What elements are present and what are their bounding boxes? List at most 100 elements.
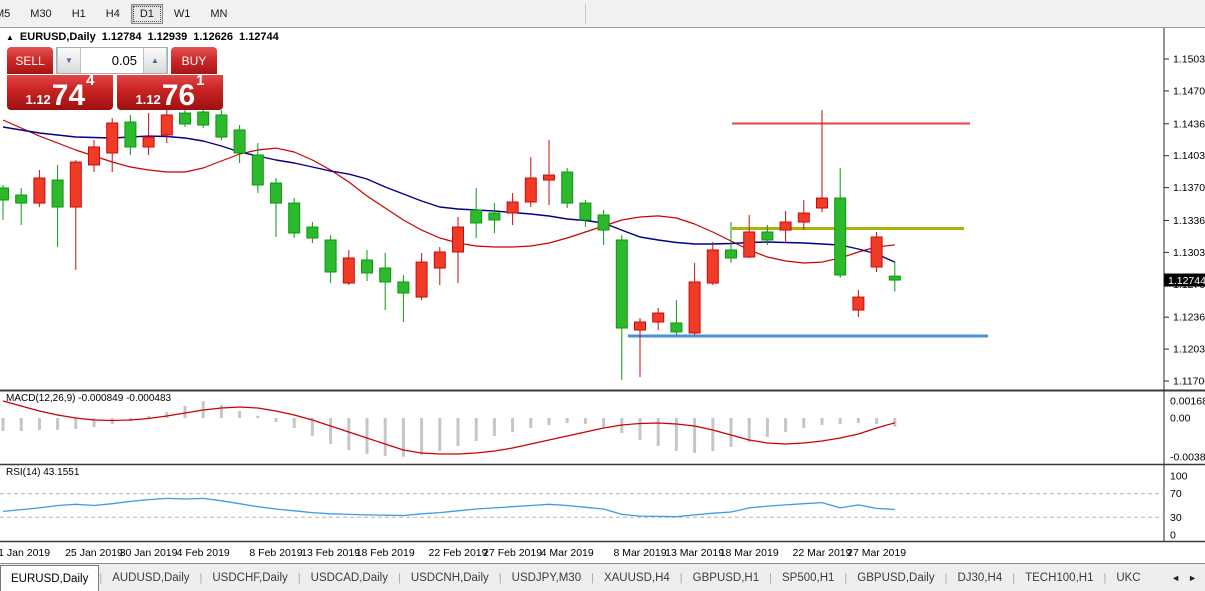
- candle-body: [597, 214, 610, 231]
- chart-tab-ukc[interactable]: UKC: [1116, 572, 1141, 584]
- candle-body: [470, 209, 483, 224]
- timeframe-button-h4[interactable]: H4: [105, 7, 120, 20]
- macd-signal-line: [2, 400, 895, 455]
- candle-body: [415, 261, 428, 298]
- macd-axis: 0.001686 0.00 -0.00388: [1170, 396, 1205, 464]
- chart-tab-gbpusd-h1[interactable]: GBPUSD,H1: [692, 572, 760, 584]
- candle-body: [634, 321, 646, 331]
- bid-pipette: 4: [86, 72, 95, 89]
- candle-body: [433, 251, 446, 269]
- price-chart-canvas[interactable]: 1.15030 1.14700 1.14360 1.14030 1.13700 1.133…: [0, 0, 1205, 563]
- macd-bar: [256, 416, 260, 418]
- macd-axis-label: 0.00: [1170, 413, 1191, 425]
- volume-decrease-button[interactable]: ▼: [57, 48, 81, 73]
- tab-separator: |: [769, 572, 772, 584]
- chart-tab-tech100-h1[interactable]: TECH100,H1: [1025, 572, 1094, 584]
- ask-big-digits: 76: [161, 78, 196, 112]
- macd-bar: [893, 418, 897, 427]
- chart-tab-usdchf-daily[interactable]: USDCHF,Daily: [212, 572, 288, 584]
- ask-price-panel[interactable]: 1.12 76 1: [117, 73, 223, 112]
- tab-separator: |: [1012, 572, 1016, 584]
- bid-prefix: 1.12: [25, 92, 51, 107]
- candle-body: [160, 114, 173, 136]
- timeframe-button-d1[interactable]: D1: [130, 3, 163, 24]
- chart-tab-audusd-daily[interactable]: AUDUSD,Daily: [112, 572, 190, 584]
- price-tick-label: 1.12030: [1173, 344, 1205, 356]
- current-price-badge: 1.12744: [1164, 273, 1205, 287]
- macd-bar: [401, 418, 405, 457]
- bid-price-panel[interactable]: 1.12 74 4: [7, 72, 113, 110]
- tabs-scroll-left-icon[interactable]: ◄: [1171, 573, 1181, 583]
- timeframe-button-m30[interactable]: M30: [30, 7, 52, 20]
- candle-body: [615, 239, 628, 329]
- candle-body: [215, 114, 228, 138]
- candle-body: [797, 212, 810, 223]
- candle-body: [670, 322, 683, 333]
- volume-input[interactable]: 0.05: [111, 53, 137, 68]
- candle-body: [51, 179, 64, 208]
- tab-separator: |: [397, 572, 401, 584]
- timeframe-toolbar: M5 M30 H1 H4 D1 W1 MN: [0, 0, 1205, 28]
- chart-tab-dj30-h4[interactable]: DJ30,H4: [957, 572, 1003, 584]
- date-tick-label: 4 Feb 2019: [177, 547, 230, 559]
- candle-body: [69, 161, 82, 208]
- chart-tab-eurusd-daily[interactable]: EURUSD,Daily: [0, 565, 100, 591]
- candle-body: [288, 202, 301, 234]
- candle-body: [888, 275, 901, 281]
- candle-body: [652, 312, 665, 323]
- candle-body: [379, 267, 392, 283]
- symbol-label: EURUSD,Daily: [19, 31, 96, 43]
- date-tick-label: 18 Feb 2019: [356, 547, 415, 559]
- candle-body: [397, 281, 410, 294]
- price-tick-label: 1.15030: [1173, 54, 1205, 66]
- candle-body: [834, 197, 847, 276]
- quote-close: 1.12744: [239, 31, 279, 43]
- candle-body: [15, 194, 28, 204]
- candle-body: [142, 136, 155, 148]
- macd-bar: [765, 418, 769, 437]
- macd-bar: [456, 418, 460, 446]
- macd-bar: [347, 418, 351, 450]
- date-tick-label: 27 Mar 2019: [847, 547, 906, 559]
- tab-separator: |: [498, 572, 502, 584]
- date-tick-label: 8 Feb 2019: [249, 547, 302, 559]
- tab-separator: |: [99, 572, 103, 584]
- timeframe-button-h1[interactable]: H1: [71, 7, 86, 20]
- timeframe-button-w1[interactable]: W1: [173, 7, 191, 20]
- macd-bar: [183, 406, 187, 418]
- chart-tab-sp500-h1[interactable]: SP500,H1: [781, 572, 835, 584]
- chart-tab-xauusd-h4[interactable]: XAUUSD,H4: [603, 572, 670, 584]
- candle-body: [524, 177, 537, 203]
- macd-bar: [674, 418, 678, 451]
- macd-bar: [802, 418, 806, 428]
- rsi-level-lines: [0, 493, 1164, 518]
- chart-tab-gbpusd-daily[interactable]: GBPUSD,Daily: [857, 572, 935, 584]
- quote-high: 1.12939: [147, 31, 188, 43]
- candle-body: [342, 257, 355, 284]
- candle-body: [870, 236, 883, 268]
- macd-bar: [838, 418, 842, 424]
- macd-bar: [474, 418, 478, 441]
- sell-button[interactable]: SELL: [7, 47, 53, 74]
- macd-axis-label: 0.001686: [1170, 396, 1205, 408]
- macd-bar: [329, 418, 333, 444]
- macd-bar: [420, 418, 424, 455]
- chart-tab-usdcad-daily[interactable]: USDCAD,Daily: [310, 572, 388, 584]
- buy-button[interactable]: BUY: [171, 47, 217, 74]
- tab-separator: |: [591, 572, 594, 584]
- collapse-triangle-icon[interactable]: ▲: [6, 32, 14, 42]
- date-tick-label: 18 Mar 2019: [720, 547, 779, 559]
- timeframe-button-m5[interactable]: M5: [0, 7, 11, 20]
- macd-bar: [602, 418, 606, 427]
- date-tick-label: 13 Feb 2019: [301, 547, 360, 559]
- volume-increase-button[interactable]: ▲: [143, 48, 167, 73]
- macd-bar: [547, 418, 551, 425]
- timeframe-button-mn[interactable]: MN: [210, 7, 228, 20]
- chart-tab-usdjpy-m30[interactable]: USDJPY,M30: [511, 572, 582, 584]
- macd-bar: [511, 418, 515, 432]
- rsi-axis: 100 70 30 0: [1170, 471, 1188, 542]
- chart-tab-usdcnh-daily[interactable]: USDCNH,Daily: [410, 572, 489, 584]
- macd-bar: [147, 416, 151, 418]
- tabs-scroll-right-icon[interactable]: ►: [1188, 573, 1197, 583]
- candle-body: [306, 226, 319, 239]
